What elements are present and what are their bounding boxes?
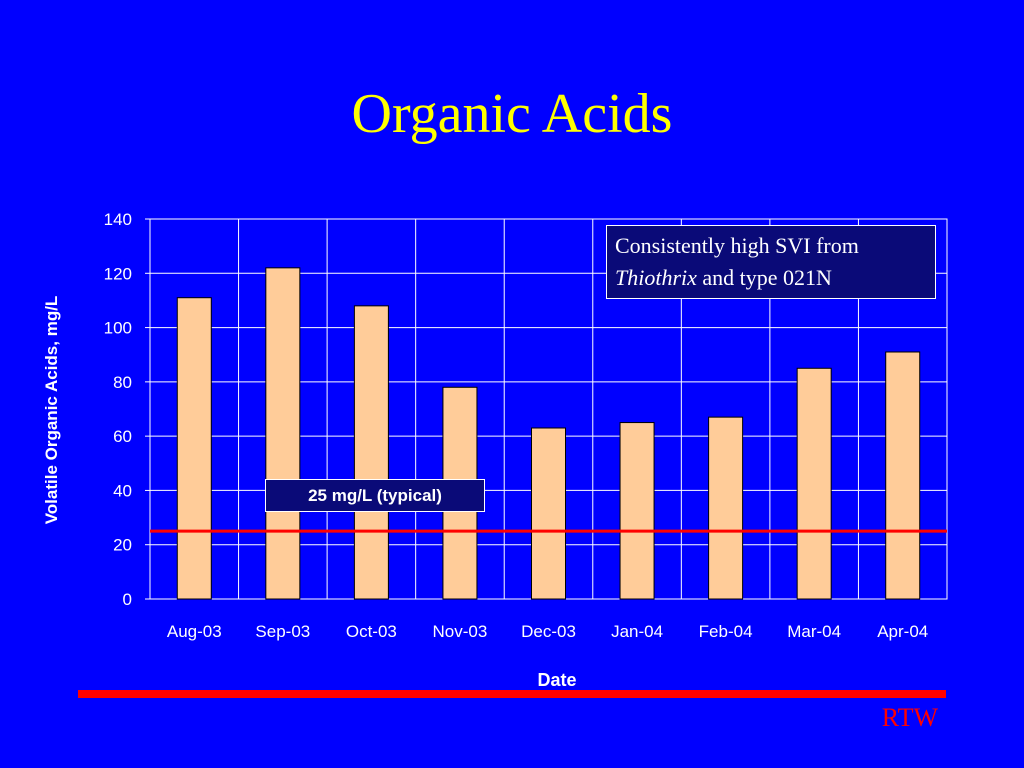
callout-italic: Thiothrix	[615, 265, 697, 290]
reference-line-label: 25 mg/L (typical)	[265, 479, 485, 512]
footer-divider	[78, 690, 946, 698]
footer-mark: RTW	[881, 703, 938, 732]
x-tick-label: Aug-03	[167, 622, 222, 641]
bar-sep-03	[265, 267, 301, 600]
bars	[176, 267, 921, 600]
y-tick-label: 140	[104, 210, 132, 229]
y-axis-label: Volatile Organic Acids, mg/L	[42, 296, 61, 525]
bar-dec-03	[531, 427, 566, 600]
bar-jan-04	[619, 422, 655, 600]
bar-apr-04	[885, 351, 921, 600]
x-axis-label: Date	[537, 670, 576, 690]
y-tick-labels: 0 20 40 60 80 100 120 140	[104, 210, 132, 609]
bar-feb-04	[708, 416, 744, 600]
x-tick-label: Apr-04	[877, 622, 928, 641]
y-tick-label: 60	[113, 427, 132, 446]
y-tick-label: 40	[113, 481, 132, 500]
y-tick-label: 0	[123, 590, 132, 609]
callout-line1: Consistently high SVI from	[615, 233, 859, 258]
y-tick-label: 100	[104, 319, 132, 338]
x-tick-label: Dec-03	[521, 622, 576, 641]
x-tick-label: Nov-03	[433, 622, 488, 641]
callout-rest: and type 021N	[696, 265, 832, 290]
x-tick-label: Feb-04	[699, 622, 753, 641]
y-tick-label: 120	[104, 264, 132, 283]
y-tick-label: 20	[113, 536, 132, 555]
bar-mar-04	[796, 367, 832, 600]
x-tick-label: Oct-03	[346, 622, 397, 641]
x-tick-label: Jan-04	[611, 622, 663, 641]
bar-oct-03	[353, 305, 389, 600]
x-tick-label: Sep-03	[255, 622, 310, 641]
y-tick-label: 80	[113, 373, 132, 392]
bar-aug-03	[176, 297, 212, 600]
annotation-callout: Consistently high SVI from Thiothrix and…	[606, 225, 936, 299]
x-tick-label: Mar-04	[787, 622, 841, 641]
slide-title: Organic Acids	[351, 83, 673, 145]
x-tick-labels: Aug-03 Sep-03 Oct-03 Nov-03 Dec-03 Jan-04 Feb-…	[167, 622, 928, 641]
